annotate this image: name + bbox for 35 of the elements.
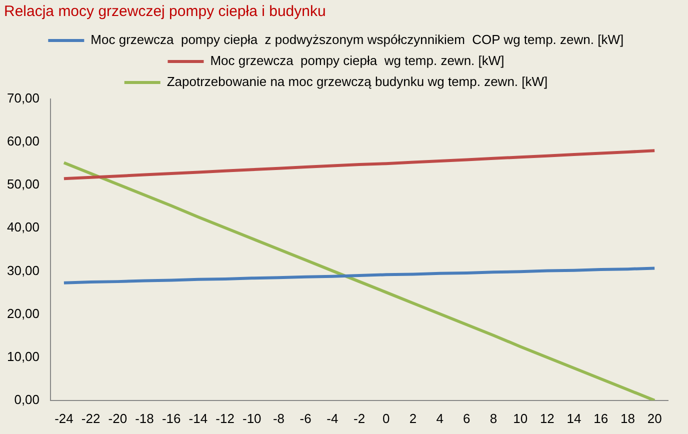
x-tick-label: -6 [300,410,312,426]
legend-label: Moc grzewcza pompy ciepła wg temp. zewn. [kW] [210,53,504,68]
y-tick-label: 30,00 [6,262,40,278]
y-tick-label: 10,00 [6,348,40,364]
x-tick-label: 20 [647,410,662,426]
x-tick-label: -20 [108,410,128,426]
y-tick-label: 60,00 [6,134,40,149]
x-tick-label: -16 [162,410,181,426]
y-tick-label: 70,00 [6,90,40,106]
x-tick-label: 16 [594,410,608,426]
x-tick-label: 0 [382,410,390,426]
x-tick-label: -8 [272,410,285,426]
y-tick-label: 50,00 [6,176,40,192]
legend-label: Moc grzewcza pompy ciepła z podwyższonym współczynnikiem COP wg temp. zewn. [kW] [90,32,624,48]
x-tick-label: -24 [54,410,74,426]
x-tick-label: 10 [513,410,528,426]
x-tick-label: -18 [135,410,154,426]
x-tick-label: 12 [540,410,554,426]
x-tick-label: -4 [326,410,338,426]
y-tick-label: 40,00 [6,220,40,235]
chart-title: Relacja mocy grzewczej pompy ciepła i budynku [4,3,326,20]
x-tick-label: -12 [216,410,234,426]
x-tick-label: -10 [242,410,262,426]
x-tick-label: -14 [188,410,208,426]
y-tick-label: 20,00 [6,306,40,321]
y-tick-label: 0,00 [14,392,40,407]
x-tick-label: 4 [436,410,444,426]
x-tick-label: 14 [566,410,582,426]
x-tick-label: 2 [409,410,417,426]
x-tick-label: 6 [463,410,470,426]
x-tick-label: 18 [620,410,635,426]
x-tick-label: -22 [81,410,100,426]
legend-label: Zapotrzebowanie na moc grzewczą budynku wg temp. zewn. [kW] [166,74,548,90]
x-tick-label: -2 [353,410,366,426]
x-tick-label: 8 [490,410,498,426]
